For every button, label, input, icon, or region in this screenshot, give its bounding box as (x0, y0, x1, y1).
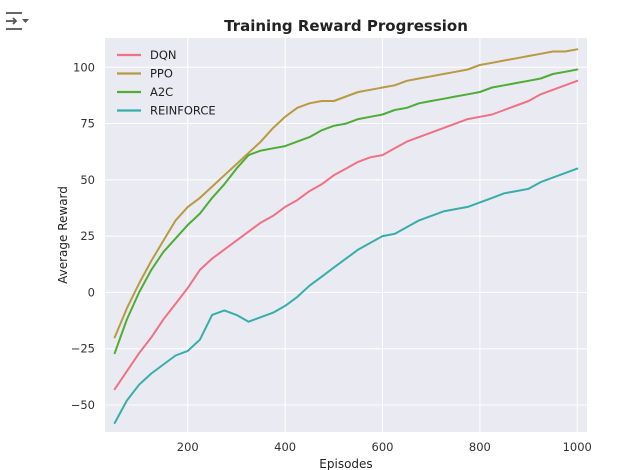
y-tick-label: 25 (80, 229, 95, 243)
chart-title: Training Reward Progression (224, 17, 468, 35)
x-tick-label: 800 (469, 440, 491, 454)
y-axis-label: Average Reward (56, 186, 70, 284)
output-collapse-icon[interactable] (4, 10, 30, 32)
y-tick-label: 100 (73, 60, 95, 74)
legend-label-a2c: A2C (150, 85, 173, 99)
x-axis-label: Episodes (319, 457, 372, 470)
x-tick-label: 600 (372, 440, 394, 454)
legend-label-ppo: PPO (150, 67, 173, 81)
x-axis-ticks: 200 400 600 800 1000 (177, 440, 592, 454)
legend-label-dqn: DQN (150, 48, 177, 62)
series-line-a2c (113, 68, 579, 355)
legend: DQN PPO A2C REINFORCE (117, 48, 216, 118)
y-axis-ticks: −50 −25 0 25 50 75 100 (71, 60, 95, 412)
grid (105, 38, 587, 432)
series-line-reinforce (113, 167, 579, 424)
x-tick-label: 400 (274, 440, 296, 454)
y-tick-label: 50 (80, 173, 95, 187)
series-line-dqn (113, 79, 579, 391)
legend-label-reinforce: REINFORCE (150, 104, 216, 118)
y-tick-label: 0 (88, 285, 95, 299)
x-tick-label: 200 (177, 440, 199, 454)
plot-area (105, 38, 587, 432)
series-line-ppo (113, 48, 579, 339)
y-tick-label: −25 (71, 342, 95, 356)
y-tick-label: 75 (80, 117, 95, 131)
series-layer (113, 48, 579, 424)
x-tick-label: 1000 (563, 440, 592, 454)
y-tick-label: −50 (71, 398, 95, 412)
